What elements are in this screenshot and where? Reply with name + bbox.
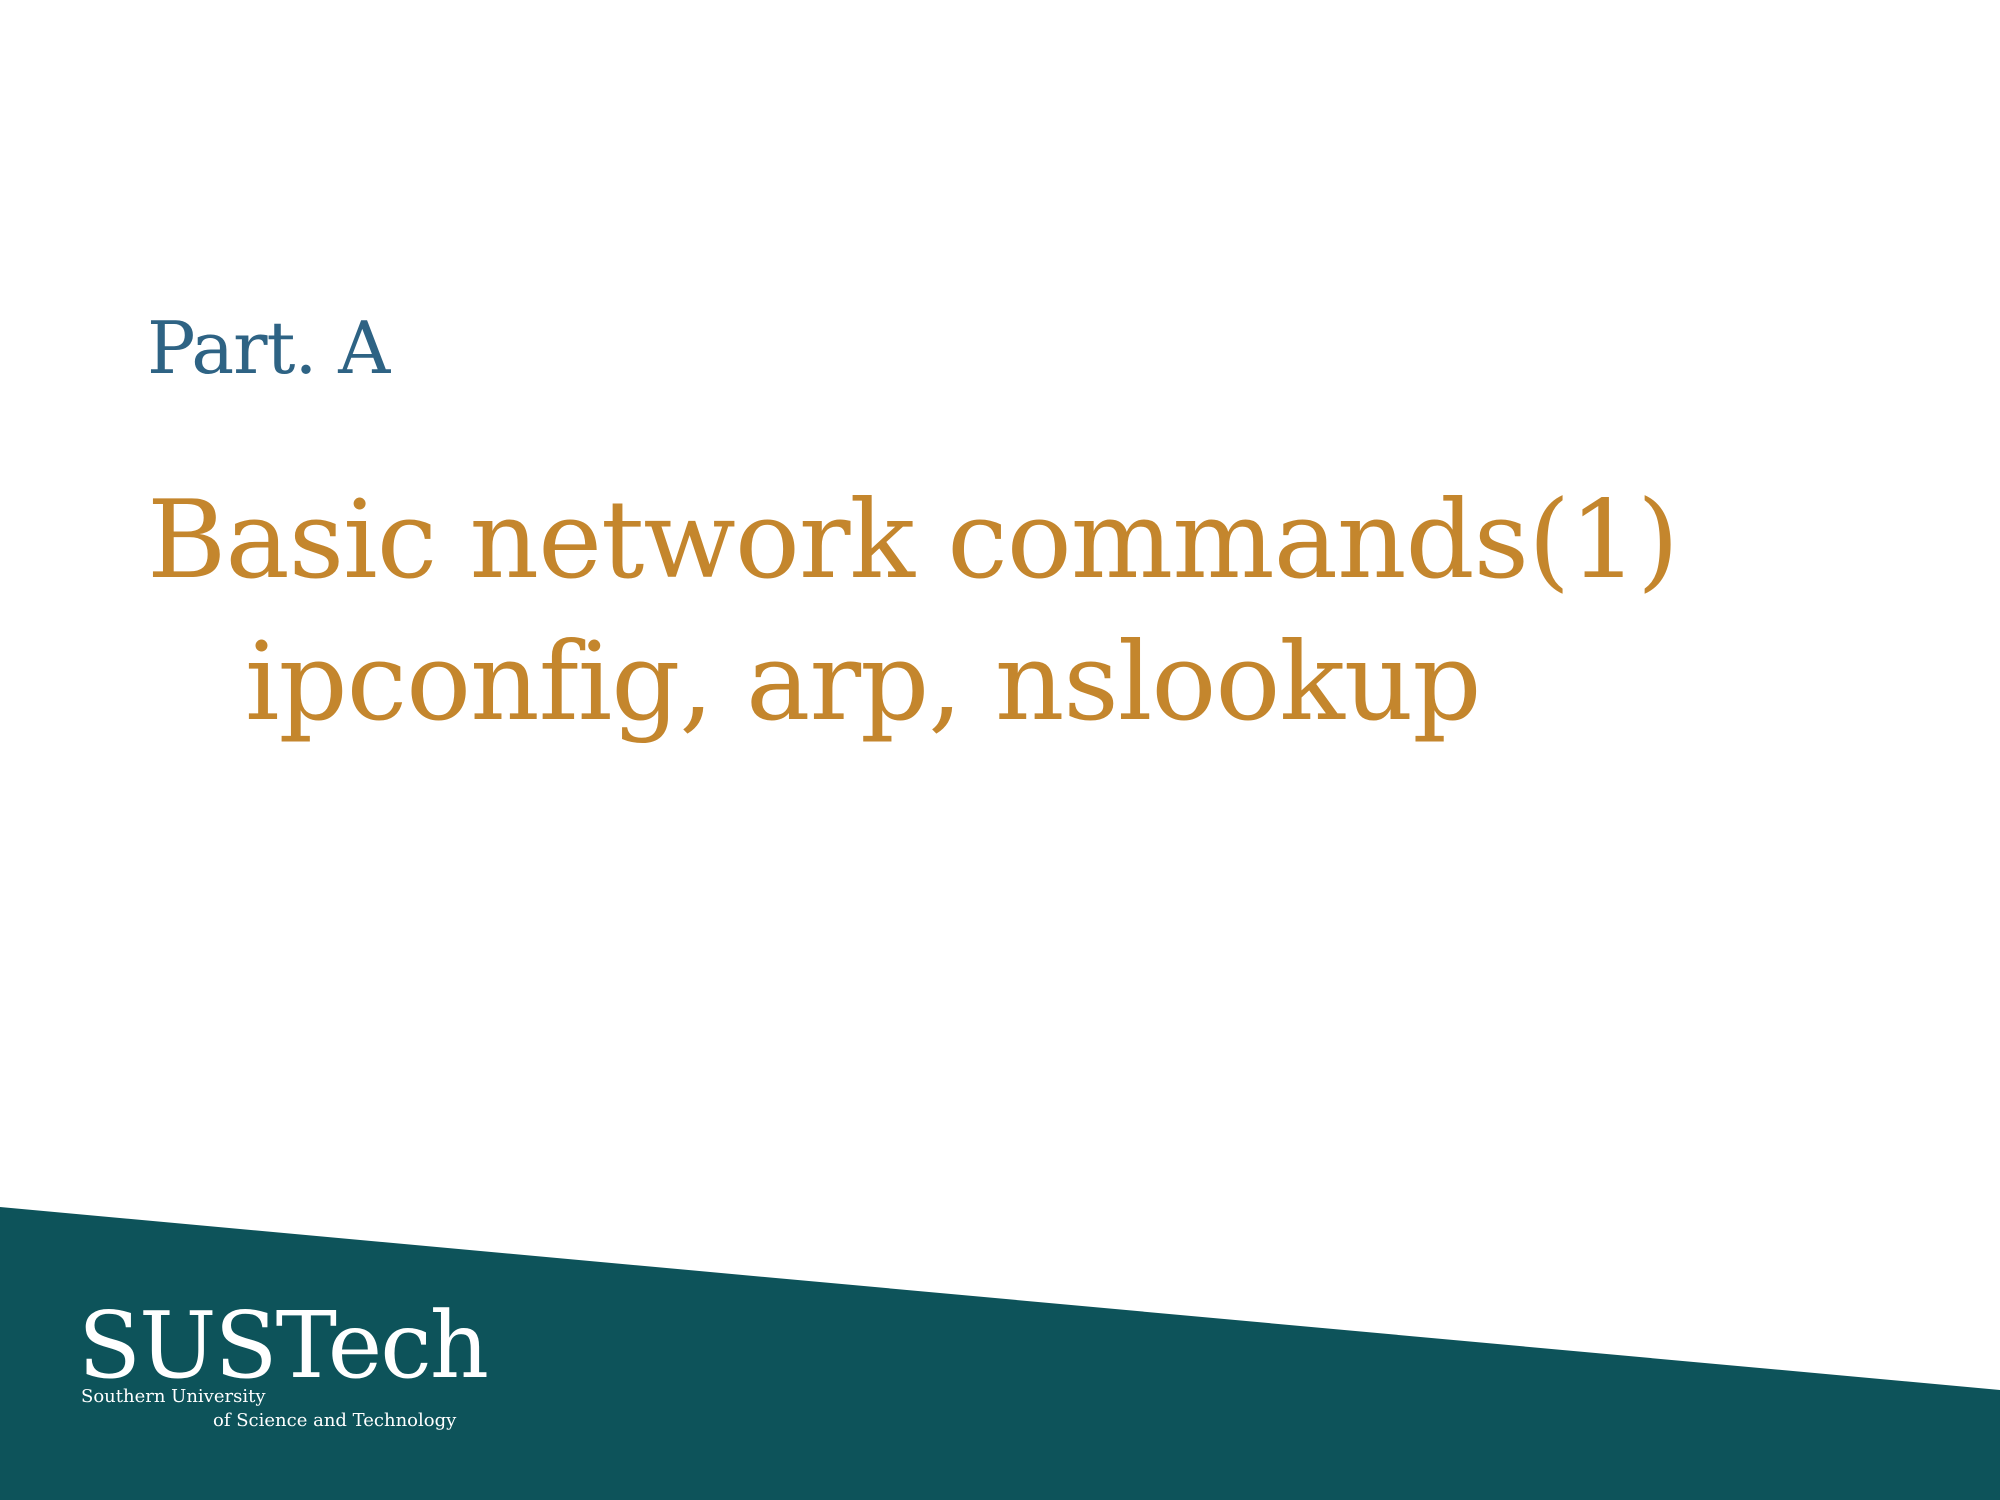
slide-title-line-1: Basic network commands(1) — [147, 478, 1679, 603]
logo-wordmark: SUSTech — [78, 1292, 489, 1399]
part-label: Part. A — [147, 306, 390, 390]
slide-title-line-2: ipconfig, arp, nslookup — [245, 620, 1482, 745]
footer-band-shape — [0, 1207, 2000, 1500]
slide-title: Basic network commands(1) ipconfig, arp,… — [147, 470, 1897, 754]
logo-subtitle-1: Southern University — [81, 1386, 266, 1407]
logo-subtitle-2: of Science and Technology — [213, 1410, 457, 1431]
